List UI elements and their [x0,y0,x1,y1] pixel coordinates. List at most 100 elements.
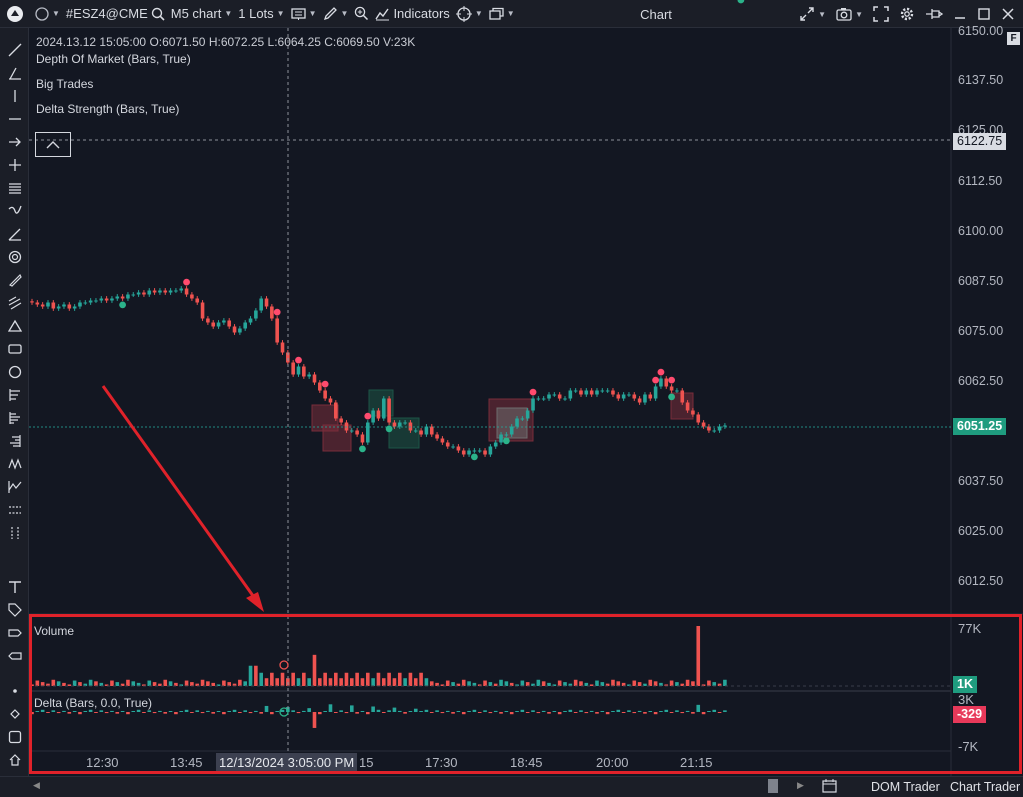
arrow-tool-icon[interactable] [7,134,22,149]
legend-delta-strength[interactable]: Delta Strength (Bars, True) [36,102,180,116]
delta-panel-title[interactable]: Delta (Bars, 0.0, True) [34,696,153,710]
horizontal-line-icon[interactable] [7,111,22,126]
volume-bar [78,682,82,686]
house-icon[interactable] [7,752,22,767]
screenshot-button[interactable]: ▼ [831,0,868,28]
time-cycle-icon[interactable] [7,502,22,517]
vertical-line-icon[interactable] [7,88,22,103]
candle-body [536,398,541,400]
cross-line-icon[interactable] [7,157,22,172]
minimize-icon [955,17,965,19]
ray-tool-icon[interactable] [7,65,22,80]
pattern-icon[interactable] [7,456,22,471]
pin-button[interactable] [920,0,948,28]
delta-bar [302,710,306,712]
date-range-icon[interactable] [7,525,22,540]
windows-icon [489,7,504,20]
diamond-icon[interactable] [7,706,22,721]
magnet-icon[interactable] [7,249,22,264]
close-button[interactable] [996,0,1023,28]
gann-icon[interactable] [7,410,22,425]
callout-icon[interactable] [7,648,22,663]
volume-bar [360,678,365,686]
candle-body [318,382,322,391]
candle-body [616,394,621,399]
link-button[interactable]: ▼ [794,0,831,28]
delta-bar [669,712,674,713]
volume-bar [334,672,338,686]
angle-tool-icon[interactable] [7,226,22,241]
delta-bar [30,712,34,715]
minimize-button[interactable] [948,0,972,28]
candle-body [78,302,82,307]
delta-bar [515,711,519,712]
collapse-legend-button[interactable] [35,132,71,157]
maximize-button[interactable] [972,0,996,28]
text-tool-icon[interactable] [7,579,22,594]
candle-body [115,296,120,299]
drawing-tools-selector[interactable]: ▼ [320,0,352,28]
line-tool-icon[interactable] [7,42,22,57]
elliott-wave-icon[interactable] [7,479,22,494]
delta-bar [643,712,647,714]
circle-icon [35,6,49,21]
timeframe-selector[interactable]: M5 chart ▼ [168,0,236,28]
candle-body [302,366,306,377]
price-label-icon[interactable] [7,625,22,640]
parallel-channel-icon[interactable] [7,180,22,195]
delta-bar [605,712,610,715]
zoom-button[interactable] [351,0,372,28]
square-icon[interactable] [7,729,22,744]
ruler-icon[interactable] [7,272,22,287]
search-icon [151,7,165,21]
scrollbar-thumb[interactable] [768,779,778,793]
delta-bar [270,712,274,715]
candle-body [600,390,605,392]
delta-bar [163,712,168,714]
triangle-icon[interactable] [7,318,22,333]
curve-tool-icon[interactable] [7,203,22,218]
rectangle-icon[interactable] [7,341,22,356]
ellipse-icon[interactable] [7,364,22,379]
crosshair-selector[interactable]: ▼ [453,0,486,28]
symbol-status[interactable]: ▼ [27,0,63,28]
fibonacci-icon[interactable] [7,295,22,310]
dot-tool-icon[interactable] [7,683,22,698]
candle-body [67,304,72,309]
delta-bar [51,710,56,712]
chart-type-selector[interactable]: ▼ [288,0,320,28]
delta-bar [318,712,322,715]
scroll-right-icon[interactable]: ▶ [797,780,804,790]
regression-icon[interactable] [7,433,22,448]
scroll-left-icon[interactable]: ◀ [33,780,40,790]
calendar-icon [822,779,837,793]
f-button[interactable]: F [1007,32,1020,45]
indicators-button[interactable]: Indicators [372,0,452,28]
volume-bar [312,654,317,686]
pitchfork-icon[interactable] [7,387,22,402]
app-logo[interactable] [0,0,27,28]
layout-selector[interactable]: ▼ [486,0,518,28]
candle-body [286,352,290,363]
lots-selector[interactable]: 1 Lots ▼ [235,0,287,28]
dom-trader-button[interactable]: DOM Trader [871,780,940,794]
volume-bar [424,678,429,686]
fullscreen-button[interactable] [868,0,894,28]
delta-bar [717,712,722,713]
candle-body [579,390,583,395]
legend-big-trades[interactable]: Big Trades [36,77,94,91]
settings-button[interactable] [894,0,920,28]
delta-bar [232,709,237,712]
big-trade-sell-marker [529,388,537,396]
tag-icon[interactable] [7,602,22,617]
volume-panel-title[interactable]: Volume [34,624,75,638]
delta-bar [99,710,104,712]
pencil-icon [323,7,337,21]
symbol-selector[interactable]: #ESZ4@CME [63,0,168,28]
delta-bar [243,710,247,712]
legend-depth-of-market[interactable]: Depth Of Market (Bars, True) [36,52,191,66]
candle-body [563,398,567,400]
chart-trader-button[interactable]: Chart Trader [950,780,1021,794]
calendar-button[interactable] [822,778,837,796]
